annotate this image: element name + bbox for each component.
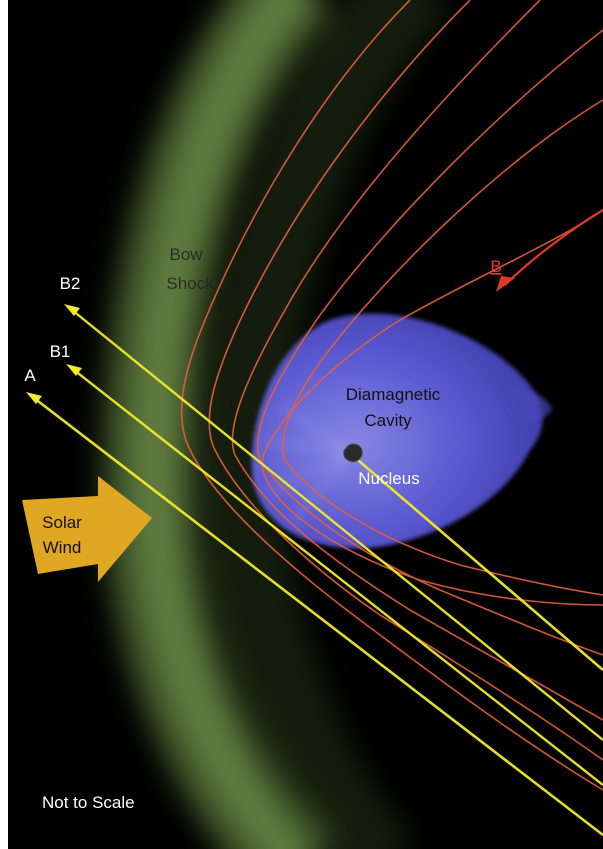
solar-wind-label-line2: Wind bbox=[43, 538, 82, 557]
magnetic-field-lines bbox=[180, 0, 603, 791]
field-line-b-arrow-icon bbox=[496, 276, 515, 292]
trajectory-b2-label: B2 bbox=[60, 274, 81, 293]
bow-shock-label-line2: Shock bbox=[166, 274, 214, 293]
field-line-b bbox=[496, 209, 603, 292]
field-line-b-label: B bbox=[490, 257, 501, 276]
cavity-label-line2: Cavity bbox=[364, 411, 412, 430]
scale-note: Not to Scale bbox=[42, 793, 135, 812]
comet-nucleus-icon bbox=[343, 443, 363, 463]
trajectory-b2-arrow-icon bbox=[64, 304, 80, 316]
cavity-label-line1: Diamagnetic bbox=[346, 385, 441, 404]
solar-wind-arrow-icon bbox=[22, 476, 152, 582]
trajectory-b1-label: B1 bbox=[50, 342, 71, 361]
solar-wind-label-line1: Solar bbox=[42, 513, 82, 532]
trajectory-a-label: A bbox=[24, 366, 36, 385]
diamagnetic-cavity bbox=[251, 313, 552, 549]
trajectory-b1-arrow-icon bbox=[66, 364, 82, 376]
trajectory-b1 bbox=[66, 364, 603, 786]
trajectory-b2 bbox=[64, 304, 603, 741]
trajectory-a bbox=[26, 392, 603, 837]
trajectory-nucleus bbox=[351, 454, 603, 671]
nucleus-label: Nucleus bbox=[358, 469, 419, 488]
trajectory-a-arrow-icon bbox=[26, 392, 42, 404]
bow-shock-label-line1: Bow bbox=[169, 245, 203, 264]
